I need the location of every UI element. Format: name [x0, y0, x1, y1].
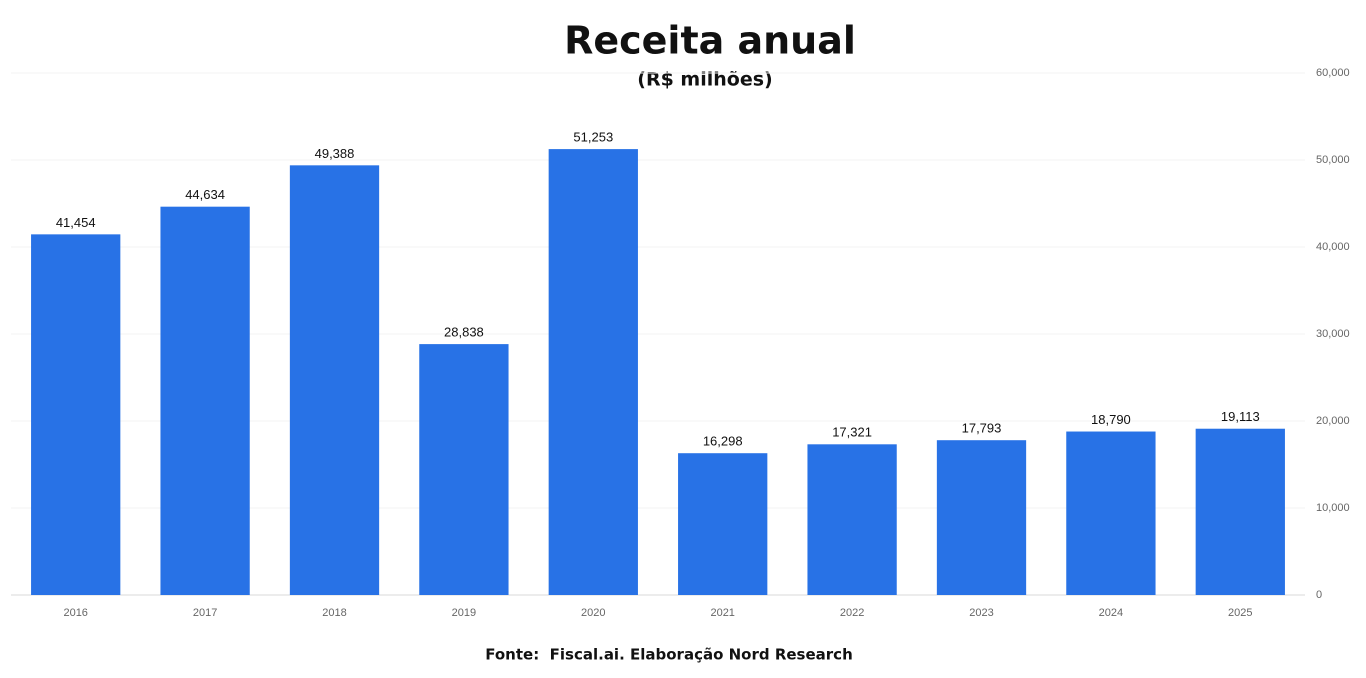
value-label: 49,388	[315, 146, 355, 161]
bar	[289, 165, 380, 595]
source-note: Fonte: Fiscal.ai. Elaboração Nord Resear…	[485, 646, 853, 664]
value-label: 44,634	[185, 187, 225, 202]
x-tick-label: 2025	[1228, 607, 1252, 619]
bar	[678, 453, 768, 595]
x-tick-label: 2017	[193, 607, 217, 619]
bar	[548, 149, 638, 595]
y-tick-label: 0	[1316, 589, 1322, 601]
x-tick-label: 2019	[452, 607, 476, 619]
x-tick-label: 2020	[581, 607, 605, 619]
bar	[1066, 431, 1156, 595]
value-label: 19,113	[1221, 409, 1260, 424]
value-label: 28,838	[444, 325, 484, 340]
bar	[419, 344, 509, 595]
x-tick-label: 2018	[322, 607, 346, 619]
x-tick-label: 2023	[969, 607, 993, 619]
y-tick-label: 40,000	[1316, 241, 1350, 253]
bar	[1195, 428, 1285, 595]
y-tick-label: 50,000	[1316, 154, 1350, 166]
value-label: 17,793	[962, 421, 1002, 436]
chart-title: Receita anual	[564, 19, 856, 63]
value-label: 51,253	[573, 130, 613, 145]
y-tick-label: 10,000	[1316, 502, 1350, 514]
x-tick-label: 2021	[710, 607, 734, 619]
value-label: 16,298	[703, 434, 743, 449]
y-tick-label: 30,000	[1316, 328, 1350, 340]
x-tick-label: 2022	[840, 607, 864, 619]
chart-subtitle: (R$ milhões)	[637, 69, 772, 91]
bar	[160, 206, 250, 595]
y-tick-label: 20,000	[1316, 415, 1350, 427]
y-tick-label: 60,000	[1316, 67, 1350, 79]
value-label: 17,321	[832, 425, 872, 440]
bar	[807, 444, 897, 595]
x-tick-label: 2024	[1099, 607, 1123, 619]
value-label: 18,790	[1091, 412, 1131, 427]
x-tick-label: 2016	[63, 607, 87, 619]
bar	[31, 234, 121, 595]
bar	[936, 440, 1027, 595]
value-label: 41,454	[56, 215, 96, 230]
